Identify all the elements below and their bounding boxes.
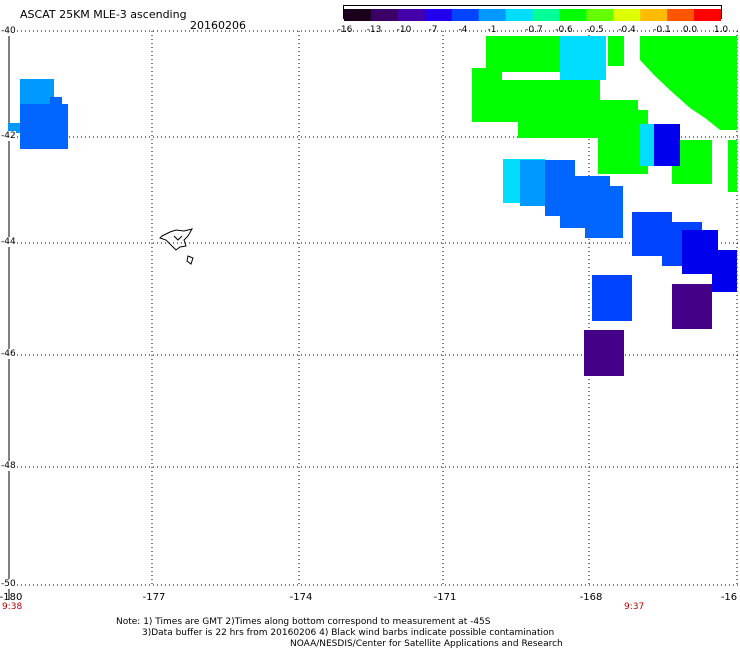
color-scale-segment bbox=[370, 9, 399, 21]
lon-label: -168 bbox=[579, 592, 603, 603]
swath-cell bbox=[472, 68, 502, 122]
cb-label-10: -0.1 bbox=[653, 25, 671, 35]
cb-label-1: -13 bbox=[366, 25, 382, 35]
note-line-3: NOAA/NESDIS/Center for Satellite Applica… bbox=[290, 639, 563, 649]
color-scale-gradient bbox=[344, 9, 722, 21]
color-scale-labels: -16 -13 -10 -7 -4 -1 -0.7 -0.6 -0.5 -0.4… bbox=[330, 25, 740, 37]
swath-cell bbox=[598, 110, 648, 174]
cb-label-12: 1.0 bbox=[713, 25, 729, 35]
swath-cell bbox=[640, 124, 658, 166]
swath-cell bbox=[640, 36, 737, 130]
swath-cell bbox=[592, 275, 632, 321]
lat-label: -40 bbox=[1, 26, 16, 36]
color-scale-segment bbox=[667, 9, 695, 21]
color-scale-segment bbox=[397, 9, 426, 21]
note-line-2: 3)Data buffer is 22 hrs from 20160206 4)… bbox=[142, 628, 555, 638]
swath-cell bbox=[560, 36, 606, 80]
lat-label: -44 bbox=[1, 237, 16, 247]
cb-label-3: -7 bbox=[428, 25, 438, 35]
swath-cell bbox=[585, 186, 623, 238]
swath-cell bbox=[584, 330, 624, 376]
cb-label-8: -0.5 bbox=[586, 25, 604, 35]
color-scale-segment bbox=[451, 9, 480, 21]
color-scale-segment bbox=[532, 9, 561, 21]
swath-cell bbox=[672, 284, 712, 329]
cb-label-2: -10 bbox=[396, 25, 412, 35]
color-scale-segment bbox=[694, 9, 722, 21]
coastline-islands bbox=[159, 228, 194, 265]
color-scale-segment bbox=[478, 9, 507, 21]
cb-label-4: -4 bbox=[458, 25, 468, 35]
cb-label-6: -0.7 bbox=[525, 25, 543, 35]
swath-cell bbox=[8, 123, 20, 133]
lat-label: -42 bbox=[1, 131, 16, 141]
map-title: ASCAT 25KM MLE-3 ascending bbox=[20, 8, 187, 21]
color-scale-segment bbox=[344, 9, 372, 21]
color-scale-segment bbox=[613, 9, 641, 21]
time-label-right: 9:37 bbox=[624, 602, 645, 612]
color-scale-segment bbox=[559, 9, 587, 21]
swath-cell bbox=[486, 36, 562, 72]
lon-label: -16 bbox=[720, 592, 738, 603]
cb-label-11: 0.0 bbox=[682, 25, 698, 35]
lat-label: -50 bbox=[1, 579, 16, 589]
cb-label-7: -0.6 bbox=[555, 25, 573, 35]
lat-label: -46 bbox=[1, 349, 16, 359]
color-scale-bar bbox=[343, 5, 722, 21]
wind-swath bbox=[8, 36, 737, 376]
lon-label: -177 bbox=[142, 592, 166, 603]
map-date: 20160206 bbox=[190, 19, 246, 32]
lon-label: -171 bbox=[433, 592, 457, 603]
swath-cell bbox=[20, 104, 68, 149]
cb-label-9: -0.4 bbox=[618, 25, 636, 35]
swath-cell bbox=[50, 97, 62, 109]
lon-label: -174 bbox=[289, 592, 313, 603]
swath-cell bbox=[608, 36, 624, 66]
swath-cell bbox=[712, 250, 737, 292]
color-scale-segment bbox=[586, 9, 614, 21]
cb-label-5: -1 bbox=[487, 25, 497, 35]
swath-cell bbox=[654, 124, 680, 166]
color-scale-segment bbox=[640, 9, 668, 21]
color-scale-segment bbox=[424, 9, 453, 21]
swath-cell bbox=[728, 140, 737, 192]
color-scale-segment bbox=[505, 9, 534, 21]
note-line-1: Note: 1) Times are GMT 2)Times along bot… bbox=[116, 617, 491, 627]
time-label-left: 9:38 bbox=[2, 602, 23, 612]
lat-label: -48 bbox=[1, 461, 16, 471]
lon-label: -180 bbox=[0, 592, 23, 603]
cb-label-0: -16 bbox=[337, 25, 353, 35]
